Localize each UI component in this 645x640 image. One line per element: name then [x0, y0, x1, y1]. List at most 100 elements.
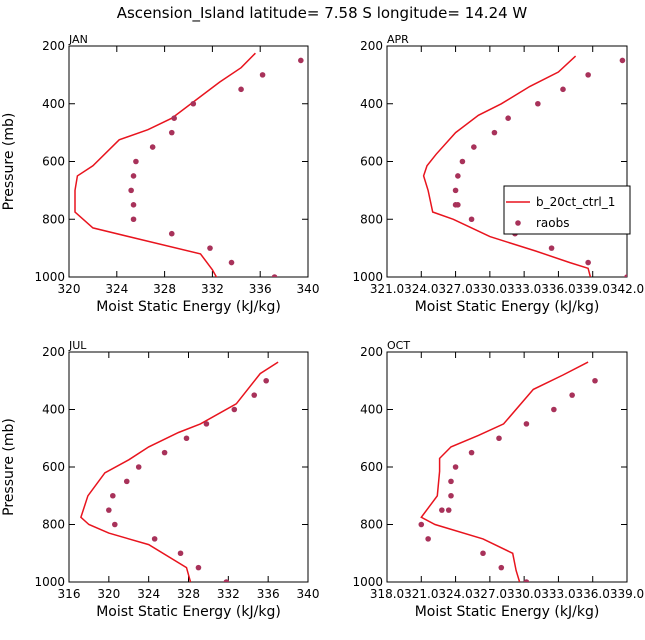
y-tick-label: 1000 — [34, 575, 65, 589]
raobs-point — [425, 536, 431, 542]
x-tick-label: 324 — [105, 282, 128, 296]
raobs-point — [455, 173, 461, 179]
raobs-point — [177, 550, 184, 557]
y-tick-label: 600 — [42, 460, 65, 474]
x-tick-label: 340 — [297, 282, 320, 296]
plot-frame — [386, 351, 628, 583]
x-tick-label: 316 — [58, 587, 81, 601]
x-axis-label: Moist Static Energy (kJ/kg) — [96, 604, 281, 620]
x-axis-label: Moist Static Energy (kJ/kg) — [96, 299, 281, 315]
raobs-point — [207, 245, 213, 251]
raobs-point — [223, 579, 230, 582]
x-tick-label: 336.0 — [541, 282, 575, 296]
raobs-point — [238, 86, 244, 93]
y-tick-label: 400 — [360, 97, 383, 111]
raobs-point — [452, 464, 459, 470]
y-tick-label: 400 — [42, 97, 65, 111]
raobs-point — [560, 86, 566, 93]
x-tick-label: 333.0 — [541, 587, 575, 601]
y-tick-label: 400 — [42, 403, 65, 417]
plot-frame — [68, 351, 309, 583]
raobs-point — [548, 245, 555, 251]
y-tick-label: 400 — [360, 403, 383, 417]
raobs-point — [619, 57, 626, 64]
raobs-point — [418, 521, 425, 528]
plot-frame — [68, 45, 309, 278]
raobs-point — [263, 377, 269, 384]
x-tick-label: 321.0 — [370, 282, 404, 296]
x-tick-label: 336 — [257, 587, 280, 601]
raobs-point — [149, 144, 156, 150]
x-tick-label: 342.0 — [610, 282, 644, 296]
raobs-point — [569, 392, 575, 398]
x-tick-label: 330.0 — [507, 587, 541, 601]
y-tick-label: 200 — [42, 345, 65, 359]
raobs-point — [452, 187, 459, 194]
legend-dot-swatch — [515, 220, 521, 226]
model-profile-line — [420, 361, 589, 582]
raobs-point — [259, 72, 266, 78]
x-tick-label: 328 — [153, 282, 176, 296]
raobs-point — [171, 115, 177, 121]
x-axis-label: Moist Static Energy (kJ/kg) — [415, 299, 600, 315]
y-tick-label: 800 — [42, 518, 65, 532]
plot-area — [80, 361, 279, 582]
model-profile-line — [422, 55, 592, 277]
x-tick-label: 318.0 — [370, 587, 404, 601]
raobs-point — [298, 57, 304, 64]
legend-model-label: b_20ct_ctrl_1 — [536, 195, 615, 209]
x-tick-label: 330.0 — [473, 282, 507, 296]
panel-title: JAN — [68, 33, 88, 46]
raobs-point — [271, 274, 278, 277]
raobs-point — [183, 435, 190, 442]
y-tick-label: 1000 — [352, 270, 383, 284]
x-tick-label: 327.0 — [473, 587, 507, 601]
x-tick-label: 333.0 — [507, 282, 541, 296]
legend-obs-label: raobs — [536, 216, 570, 230]
panel-jul: JUL 316 320 324 328 332 336 340 200 400 600 800 1000… — [1, 339, 319, 620]
raobs-point — [439, 507, 445, 513]
y-tick-label: 200 — [360, 39, 383, 53]
raobs-point — [228, 259, 235, 266]
raobs-point — [459, 158, 466, 165]
raobs-point — [498, 564, 505, 571]
figure-title: Ascension_Island latitude= 7.58 S longit… — [117, 4, 528, 23]
plot-area — [418, 361, 598, 582]
x-axis-label: Moist Static Energy (kJ/kg) — [415, 604, 600, 620]
x-tick-label: 324.0 — [404, 282, 438, 296]
x-tick-label: 327.0 — [438, 282, 472, 296]
x-tick-label: 328 — [177, 587, 200, 601]
raobs-point — [585, 72, 591, 78]
x-tick-label: 320 — [58, 282, 81, 296]
y-tick-label: 200 — [42, 39, 65, 53]
plot-area — [74, 52, 304, 277]
raobs-point — [135, 464, 142, 470]
x-tick-label: 324.0 — [438, 587, 472, 601]
raobs-point — [505, 115, 511, 121]
raobs-point — [455, 202, 461, 208]
panel-title: OCT — [387, 339, 410, 352]
raobs-point — [468, 216, 475, 223]
raobs-point — [448, 478, 454, 485]
raobs-point — [168, 129, 175, 136]
panel-oct: OCT 318.0 321.0 324.0 327.0 330.0 333.0 336.0 33… — [352, 339, 644, 620]
raobs-point — [523, 579, 530, 582]
raobs-point — [106, 507, 112, 513]
raobs-point — [592, 377, 598, 384]
raobs-point — [551, 406, 557, 413]
model-profile-line — [74, 52, 256, 277]
raobs-point — [471, 144, 477, 150]
raobs-point — [491, 129, 498, 136]
legend-box — [503, 185, 631, 235]
raobs-point — [168, 230, 175, 237]
x-tick-label: 324 — [137, 587, 160, 601]
x-tick-label: 320 — [97, 587, 120, 601]
x-tick-label: 332 — [201, 282, 224, 296]
raobs-point — [496, 435, 502, 442]
raobs-point — [130, 173, 137, 179]
raobs-point — [151, 536, 158, 542]
panel-title: JUL — [68, 339, 87, 352]
raobs-point — [445, 507, 452, 513]
panel-jan: JAN 320 324 328 332 336 340 200 400 600 800 1000 Moi… — [1, 33, 319, 315]
